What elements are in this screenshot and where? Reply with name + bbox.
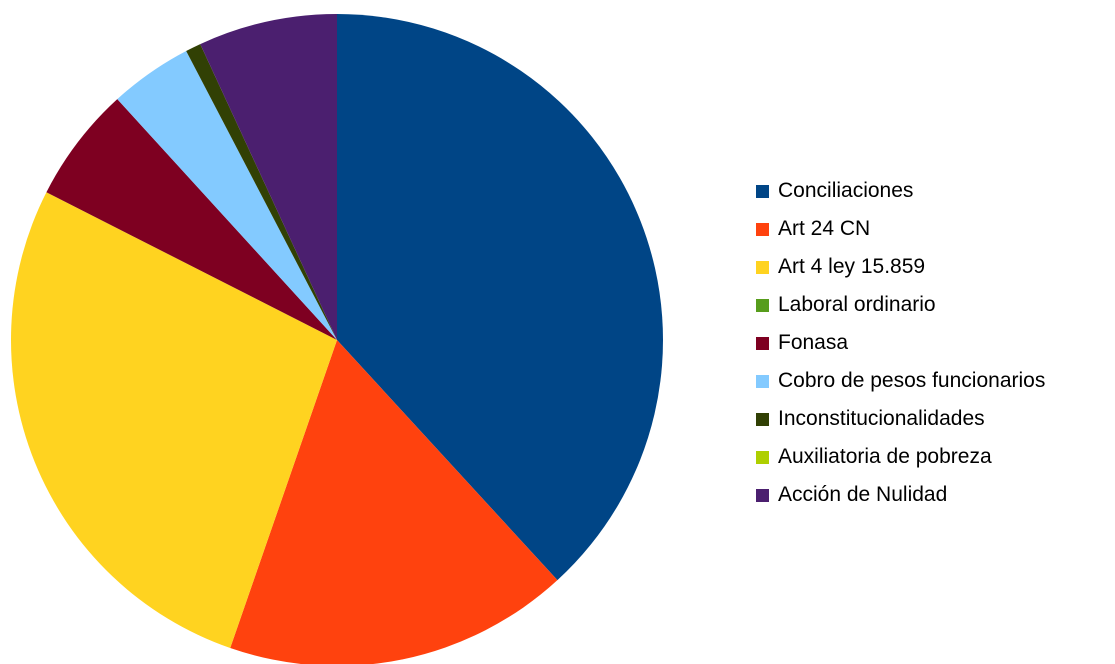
legend-item: Cobro de pesos funcionarios: [756, 362, 1045, 400]
pie-chart: [0, 0, 680, 664]
legend-label: Inconstitucionalidades: [778, 407, 985, 431]
legend-item: Fonasa: [756, 324, 1045, 362]
legend-label: Acción de Nulidad: [778, 483, 947, 507]
legend-item: Laboral ordinario: [756, 286, 1045, 324]
legend-item: Conciliaciones: [756, 172, 1045, 210]
legend-swatch: [756, 375, 769, 388]
legend-label: Fonasa: [778, 331, 848, 355]
legend-swatch: [756, 185, 769, 198]
legend-swatch: [756, 261, 769, 274]
legend-label: Art 4 ley 15.859: [778, 255, 925, 279]
legend-item: Inconstitucionalidades: [756, 400, 1045, 438]
legend-swatch: [756, 337, 769, 350]
legend-item: Acción de Nulidad: [756, 476, 1045, 514]
legend-swatch: [756, 489, 769, 502]
legend-swatch: [756, 451, 769, 464]
legend-item: Art 4 ley 15.859: [756, 248, 1045, 286]
legend-label: Cobro de pesos funcionarios: [778, 369, 1045, 393]
legend-swatch: [756, 299, 769, 312]
legend: Conciliaciones Art 24 CN Art 4 ley 15.859 L…: [756, 172, 1045, 514]
legend-label: Auxiliatoria de pobreza: [778, 445, 992, 469]
legend-item: Art 24 CN: [756, 210, 1045, 248]
legend-swatch: [756, 413, 769, 426]
legend-item: Auxiliatoria de pobreza: [756, 438, 1045, 476]
legend-label: Art 24 CN: [778, 217, 870, 241]
legend-swatch: [756, 223, 769, 236]
legend-label: Conciliaciones: [778, 179, 913, 203]
legend-label: Laboral ordinario: [778, 293, 936, 317]
